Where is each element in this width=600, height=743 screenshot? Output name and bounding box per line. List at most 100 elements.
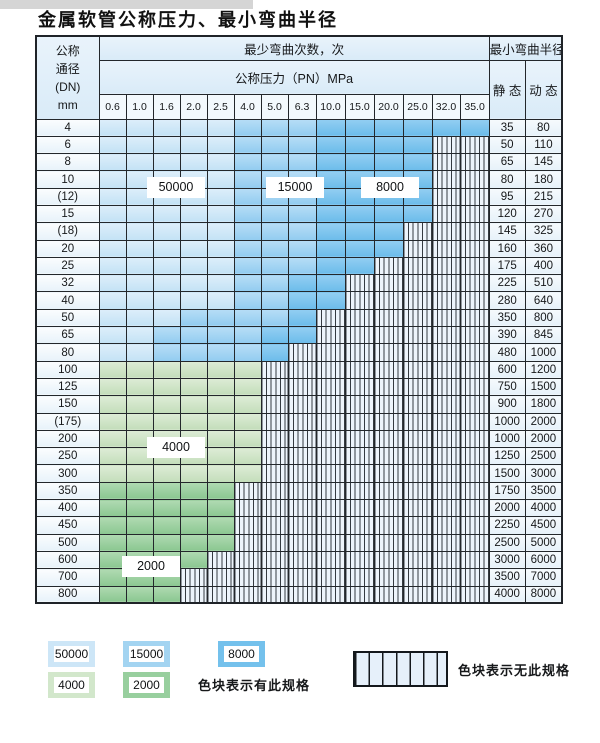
table-row: 150 900 1800 bbox=[35, 395, 563, 414]
min-bend-radius-header: 最小弯曲半径 bbox=[488, 35, 563, 61]
cycle-cell-50000 bbox=[98, 326, 127, 345]
no-spec-cell bbox=[373, 326, 404, 345]
no-spec-cell bbox=[344, 429, 375, 449]
cycle-cell-4000 bbox=[179, 395, 208, 414]
pressure-column-header: 32.0 bbox=[431, 93, 461, 120]
cycle-cell-4000 bbox=[125, 447, 154, 466]
table-row: 50 350 800 bbox=[35, 308, 563, 328]
cycle-cell-50000 bbox=[206, 118, 235, 137]
table-row: 8 65 145 bbox=[35, 153, 563, 172]
dynamic-radius-cell: 145 bbox=[524, 153, 563, 172]
cycle-cell-15000 bbox=[179, 343, 208, 362]
no-spec-cell bbox=[315, 360, 346, 379]
dn-column-header: 公称 通径 (DN) mm bbox=[35, 35, 100, 120]
cycle-cell-15000 bbox=[233, 256, 262, 276]
legend-swatch-50000: 50000 bbox=[48, 641, 95, 667]
no-spec-cell bbox=[459, 429, 490, 449]
no-spec-cell bbox=[315, 499, 346, 518]
cycle-cell-8000 bbox=[373, 153, 404, 172]
no-spec-cell bbox=[459, 291, 490, 310]
static-radius-cell: 900 bbox=[488, 395, 526, 414]
zone-value-label: 50000 bbox=[147, 177, 205, 198]
cycle-cell-50000 bbox=[179, 135, 208, 155]
cycle-cell-50000 bbox=[179, 274, 208, 293]
cycle-cell-50000 bbox=[98, 239, 127, 258]
static-radius-cell: 1500 bbox=[488, 464, 526, 483]
no-spec-cell bbox=[459, 412, 490, 431]
no-spec-cell bbox=[344, 360, 375, 379]
no-spec-cell bbox=[402, 326, 433, 345]
cycle-cell-2000 bbox=[179, 499, 208, 518]
no-spec-cell bbox=[431, 153, 461, 172]
cycle-cell-4000 bbox=[125, 360, 154, 379]
cycle-cell-4000 bbox=[179, 360, 208, 379]
no-spec-cell bbox=[459, 187, 490, 206]
dn-cell: 125 bbox=[35, 377, 100, 397]
dn-cell: 32 bbox=[35, 274, 100, 293]
zone-value-label: 15000 bbox=[266, 177, 324, 198]
cycle-cell-8000 bbox=[344, 256, 375, 276]
cycle-cell-2000 bbox=[179, 550, 208, 570]
scan-artifact-strip bbox=[0, 0, 253, 9]
no-spec-cell bbox=[402, 481, 433, 501]
cycle-cell-2000 bbox=[152, 585, 181, 604]
no-spec-cell bbox=[459, 516, 490, 535]
cycle-cell-15000 bbox=[233, 204, 262, 224]
cycle-cell-50000 bbox=[125, 256, 154, 276]
no-spec-cell bbox=[233, 516, 262, 535]
no-spec-cell bbox=[233, 550, 262, 570]
cycle-cell-50000 bbox=[98, 256, 127, 276]
pressure-column-header: 0.6 bbox=[98, 93, 127, 120]
no-spec-cell bbox=[344, 308, 375, 328]
no-spec-cell bbox=[402, 222, 433, 241]
no-spec-cell bbox=[431, 499, 461, 518]
no-spec-cell bbox=[260, 429, 289, 449]
static-column-header: 静 态 bbox=[488, 59, 526, 120]
cycle-cell-8000 bbox=[459, 118, 490, 137]
no-spec-cell bbox=[179, 585, 208, 604]
cycle-cell-15000 bbox=[287, 204, 317, 224]
no-spec-cell bbox=[402, 585, 433, 604]
no-spec-cell bbox=[315, 395, 346, 414]
no-spec-cell bbox=[315, 464, 346, 483]
cycle-cell-8000 bbox=[373, 204, 404, 224]
cycle-cell-15000 bbox=[152, 343, 181, 362]
cycle-cell-50000 bbox=[125, 291, 154, 310]
static-radius-cell: 225 bbox=[488, 274, 526, 293]
cycle-cell-15000 bbox=[260, 135, 289, 155]
cycle-cell-15000 bbox=[233, 274, 262, 293]
no-spec-cell bbox=[344, 464, 375, 483]
no-spec-cell bbox=[315, 516, 346, 535]
dn-cell: 500 bbox=[35, 533, 100, 552]
cycle-cell-2000 bbox=[98, 481, 127, 501]
cycle-cell-4000 bbox=[98, 377, 127, 397]
cycle-cell-4000 bbox=[152, 395, 181, 414]
cycle-cell-2000 bbox=[98, 533, 127, 552]
no-spec-cell bbox=[287, 447, 317, 466]
no-spec-cell bbox=[402, 516, 433, 535]
no-spec-cell bbox=[315, 550, 346, 570]
no-spec-cell bbox=[431, 326, 461, 345]
no-spec-cell bbox=[260, 568, 289, 587]
cycle-cell-4000 bbox=[233, 412, 262, 431]
no-spec-cell bbox=[287, 516, 317, 535]
no-spec-cell bbox=[459, 464, 490, 483]
table-row: 125 750 1500 bbox=[35, 377, 563, 397]
static-radius-cell: 1000 bbox=[488, 412, 526, 431]
cycle-cell-15000 bbox=[260, 291, 289, 310]
no-spec-cell bbox=[459, 377, 490, 397]
no-spec-cell bbox=[402, 256, 433, 276]
cycle-cell-50000 bbox=[125, 274, 154, 293]
no-spec-cell bbox=[373, 308, 404, 328]
cycle-cell-4000 bbox=[98, 360, 127, 379]
cycle-cell-50000 bbox=[206, 274, 235, 293]
dn-cell: (18) bbox=[35, 222, 100, 241]
cycle-cell-15000 bbox=[206, 343, 235, 362]
cycle-cell-2000 bbox=[98, 499, 127, 518]
cycle-cell-50000 bbox=[152, 274, 181, 293]
no-spec-cell bbox=[287, 377, 317, 397]
no-spec-cell bbox=[431, 204, 461, 224]
no-spec-cell bbox=[459, 550, 490, 570]
table-row: 700 3500 7000 bbox=[35, 568, 563, 587]
no-spec-cell bbox=[431, 291, 461, 310]
